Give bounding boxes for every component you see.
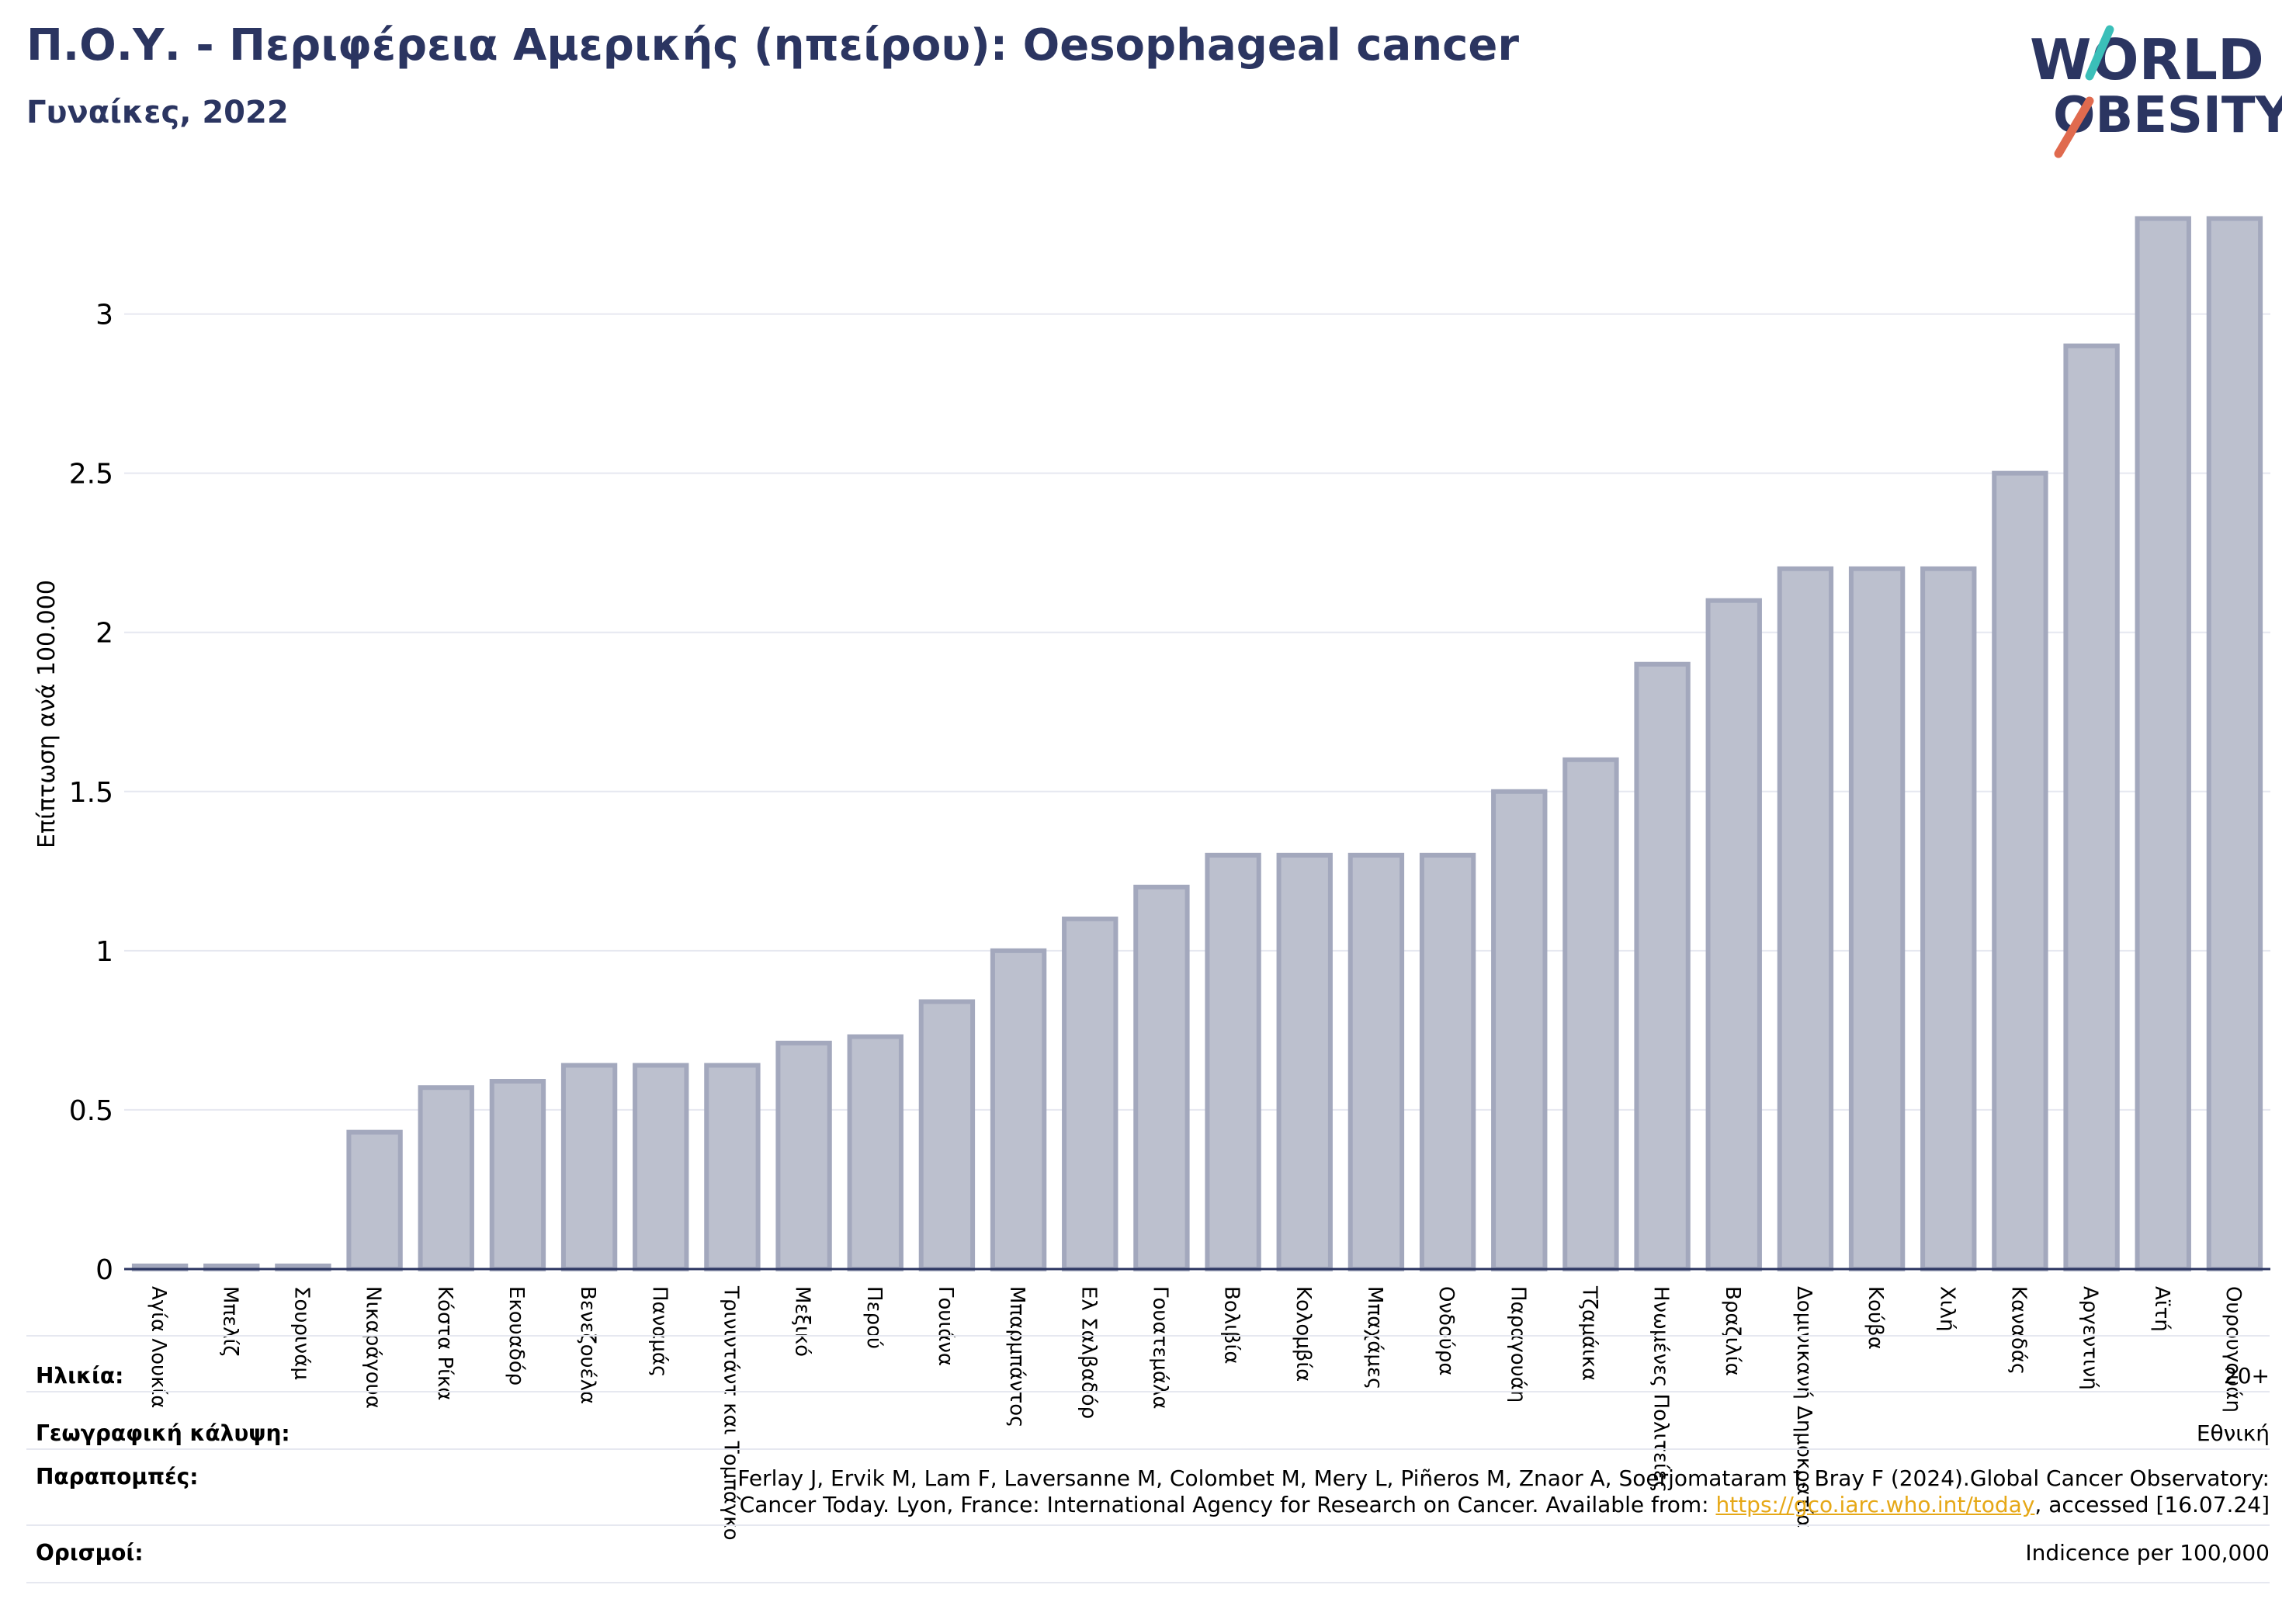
divider	[26, 1524, 2270, 1526]
bar	[489, 1079, 546, 1272]
bar	[1276, 852, 1333, 1272]
bar	[1062, 916, 1119, 1271]
bar	[847, 1034, 903, 1272]
bar	[2206, 216, 2263, 1271]
x-tick-label: Σουρινάμ	[290, 1286, 313, 1380]
references-label: Παραπομπές:	[36, 1464, 199, 1489]
references-link[interactable]: https://gco.iarc.who.int/today	[1715, 1492, 2035, 1517]
divider	[26, 1335, 2270, 1337]
x-tick-label: Γουιάνα	[934, 1286, 957, 1366]
x-tick-label: Νικαράγουα	[362, 1286, 385, 1409]
x-tick-label: Ελ Σαλβαδόρ	[1077, 1286, 1100, 1419]
y-tick-label: 1	[95, 936, 113, 968]
y-tick-label: 3	[95, 300, 113, 331]
x-tick-label: Κούβα	[1864, 1286, 1887, 1350]
chart-subtitle: Γυναίκες, 2022	[26, 95, 289, 130]
definitions-value: Indicence per 100,000	[2025, 1540, 2270, 1566]
bar	[418, 1085, 474, 1272]
bar	[1491, 789, 1548, 1271]
age-label: Ηλικία:	[36, 1363, 124, 1389]
x-tick-label: Μπαχάμες	[1363, 1286, 1386, 1389]
x-tick-label: Περού	[862, 1286, 886, 1349]
y-tick-label: 0	[95, 1254, 113, 1286]
coverage-label: Γεωγραφική κάλυψη:	[36, 1420, 290, 1446]
bar	[918, 999, 976, 1271]
divider	[26, 1582, 2270, 1583]
x-tick-label: Αγία Λουκία	[147, 1286, 170, 1408]
bar	[1419, 852, 1476, 1272]
x-tick-label: Παναμάς	[647, 1286, 671, 1377]
y-tick-label: 1.5	[69, 777, 113, 809]
x-tick-label: Μεξικό	[791, 1286, 814, 1357]
x-tick-label: Ονδούρα	[1434, 1286, 1458, 1376]
divider	[26, 1448, 2270, 1450]
references-accessed: , accessed [16.07.24]	[2034, 1492, 2270, 1517]
age-value: 20+	[2223, 1363, 2270, 1389]
bar	[2063, 343, 2120, 1271]
x-tick-label: Αργεντινή	[2079, 1286, 2102, 1390]
world-obesity-logo: WORLD OBESITY	[2030, 25, 2282, 158]
logo-slash-red	[2054, 96, 2094, 158]
bar	[1634, 661, 1691, 1271]
x-tick-label: Γουατεμάλα	[1148, 1286, 1171, 1410]
x-tick-label: Παραγουάη	[1506, 1286, 1529, 1403]
bar	[704, 1063, 761, 1271]
references-text: Cancer Today. Lyon, France: Internationa…	[739, 1492, 1716, 1517]
bar	[346, 1129, 403, 1272]
bar	[1205, 852, 1261, 1272]
y-axis-label: Επίπτωση ανά 100.000	[33, 580, 61, 848]
x-tick-label: Χιλή	[1935, 1286, 1958, 1331]
y-tick-label: 0.5	[69, 1095, 113, 1127]
bar	[1133, 884, 1190, 1271]
x-tick-label: Αϊτή	[2150, 1286, 2173, 1332]
x-tick-label: Κολομβία	[1292, 1286, 1315, 1382]
references-line-2: Cancer Today. Lyon, France: Internationa…	[740, 1492, 2270, 1517]
bar	[1347, 852, 1405, 1272]
x-tick-label: Βολιβία	[1220, 1286, 1243, 1364]
x-tick-label: Ηνωμένες Πολιτείες	[1649, 1286, 1673, 1493]
x-tick-label: Βενεζουέλα	[576, 1286, 599, 1404]
bar	[775, 1040, 832, 1272]
y-tick-label: 2	[95, 618, 113, 650]
y-tick-label: 2.5	[69, 459, 113, 491]
logo-slash-teal	[2085, 25, 2114, 81]
bar	[1777, 566, 1834, 1271]
bar	[560, 1063, 618, 1271]
chart-title: Π.Ο.Υ. - Περιφέρεια Αμερικής (ηπείρου): …	[26, 20, 1519, 71]
bar	[2135, 216, 2191, 1271]
logo-text-obesity: OBESITY	[2053, 87, 2282, 144]
bar	[1705, 598, 1762, 1271]
bar	[1562, 757, 1619, 1271]
x-tick-label: Τζαμάικα	[1577, 1285, 1601, 1381]
bar	[1848, 566, 1906, 1271]
logo-text-world: WORLD	[2030, 27, 2264, 92]
x-tick-label: Μπαρμπάντος	[1005, 1286, 1028, 1427]
x-tick-label: Τρινιντάντ και Τομπάγκο	[719, 1285, 742, 1541]
x-tick-label: Βραζιλία	[1721, 1286, 1744, 1376]
bar	[633, 1063, 689, 1271]
bar	[990, 948, 1047, 1272]
references-line-1: Ferlay J, Ervik M, Lam F, Laversanne M, …	[737, 1465, 2270, 1491]
divider	[26, 1391, 2270, 1392]
bar	[1992, 470, 2048, 1271]
x-tick-label: Δομινικανή Δημοκρατία	[1792, 1286, 1816, 1528]
x-tick-label: Καναδάς	[2006, 1286, 2030, 1375]
x-tick-label: Κόστα Ρίκα	[433, 1286, 456, 1400]
bar	[1920, 566, 1977, 1271]
coverage-value: Εθνική	[2196, 1420, 2270, 1446]
definitions-label: Ορισμοί:	[36, 1540, 144, 1566]
x-tick-label: Ουρουγουάη	[2221, 1286, 2245, 1413]
x-tick-label: Μπελίζ	[218, 1286, 241, 1356]
